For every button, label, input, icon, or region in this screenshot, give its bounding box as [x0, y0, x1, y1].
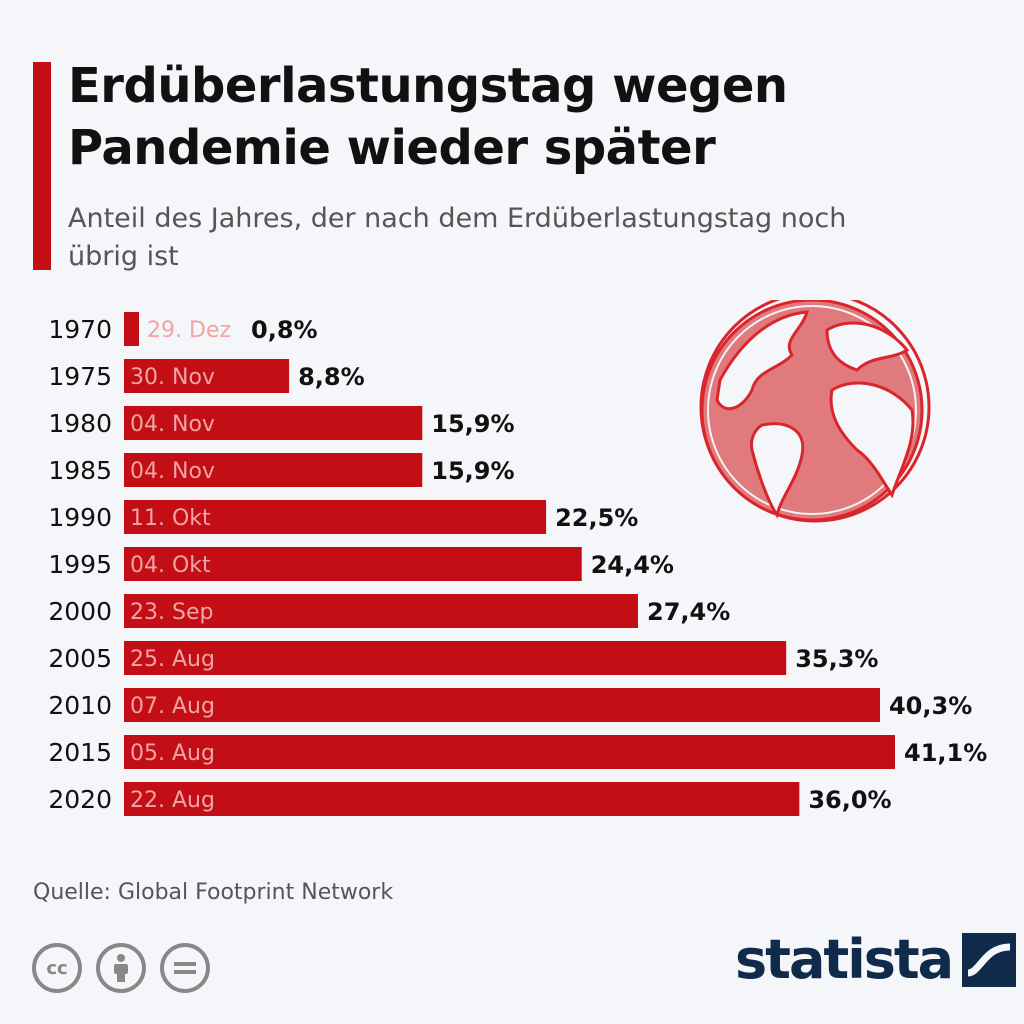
value-label: 36,0%	[808, 786, 891, 814]
statista-logo-icon	[962, 932, 1017, 987]
date-label: 04. Nov	[130, 459, 215, 484]
bars-group: 1970 29. Dez 0,8% 1975 30. Nov 8,8% 1980 04. No…	[48, 312, 987, 816]
value-label: 22,5%	[555, 504, 638, 532]
value-label: 8,8%	[298, 363, 365, 391]
date-label: 04. Nov	[130, 412, 215, 437]
value-label: 40,3%	[889, 692, 972, 720]
bar[interactable]	[124, 641, 787, 675]
date-label: 25. Aug	[130, 647, 215, 672]
bar[interactable]	[124, 735, 895, 769]
date-label: 30. Nov	[130, 365, 215, 390]
year-label: 2005	[48, 644, 112, 673]
bar[interactable]	[124, 500, 547, 534]
chart-subtitle: Anteil des Jahres, der nach dem Erdüberl…	[68, 203, 847, 272]
date-label: 29. Dez	[147, 318, 231, 343]
bar-chart: 1970 29. Dez 0,8% 1975 30. Nov 8,8% 1980 04. No…	[48, 300, 987, 816]
globe-icon	[699, 300, 931, 523]
year-label: 1970	[48, 315, 112, 344]
accent-bar	[33, 62, 51, 270]
bar[interactable]	[124, 688, 880, 722]
statista-logo[interactable]: statista	[735, 928, 1017, 991]
date-label: 11. Okt	[130, 506, 211, 531]
bar[interactable]	[124, 782, 800, 816]
year-label: 1990	[48, 503, 112, 532]
bar[interactable]	[124, 547, 582, 581]
value-label: 15,9%	[431, 410, 514, 438]
year-label: 2020	[48, 785, 112, 814]
year-label: 1995	[48, 550, 112, 579]
date-label: 04. Okt	[130, 553, 211, 578]
value-label: 15,9%	[431, 457, 514, 485]
by-person-icon[interactable]	[96, 943, 146, 993]
date-label: 07. Aug	[130, 694, 215, 719]
bar[interactable]	[124, 406, 423, 440]
value-label: 41,1%	[904, 739, 987, 767]
year-label: 1975	[48, 362, 112, 391]
brand-name: statista	[735, 928, 954, 991]
value-label: 24,4%	[591, 551, 674, 579]
bar[interactable]	[124, 359, 290, 393]
value-label: 35,3%	[795, 645, 878, 673]
year-label: 2010	[48, 691, 112, 720]
year-label: 2000	[48, 597, 112, 626]
date-label: 05. Aug	[130, 741, 215, 766]
date-label: 22. Aug	[130, 788, 215, 813]
nd-equals-icon[interactable]	[160, 943, 210, 993]
license-icons: cc	[32, 943, 210, 993]
value-label: 0,8%	[251, 316, 318, 344]
bar[interactable]	[124, 312, 140, 346]
year-label: 2015	[48, 738, 112, 767]
chart-title: Erdüberlastungstag wegen Pandemie wieder…	[68, 58, 788, 176]
value-label: 27,4%	[647, 598, 730, 626]
year-label: 1980	[48, 409, 112, 438]
year-label: 1985	[48, 456, 112, 485]
date-label: 23. Sep	[130, 600, 213, 625]
bar[interactable]	[124, 594, 638, 628]
bar[interactable]	[124, 453, 423, 487]
source-note: Quelle: Global Footprint Network	[33, 880, 394, 905]
cc-icon[interactable]: cc	[32, 943, 82, 993]
